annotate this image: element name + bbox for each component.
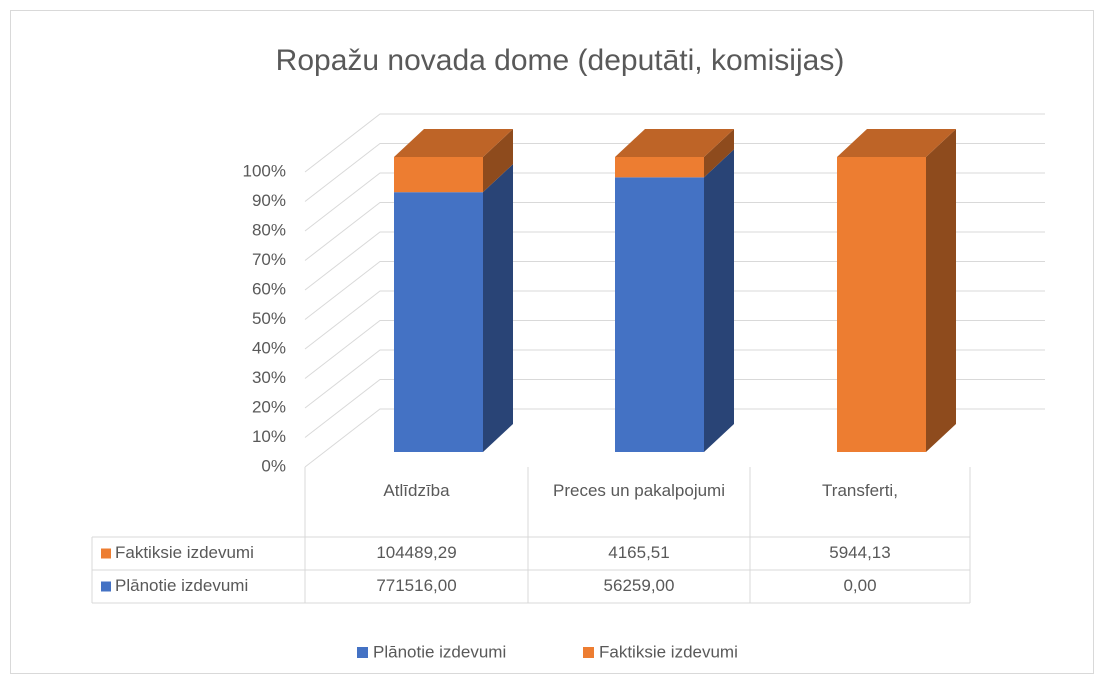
table-cell: 104489,29	[376, 543, 456, 562]
legend-key	[583, 647, 594, 658]
y-tick-label: 10%	[252, 427, 286, 446]
grid-line	[304, 113, 1045, 173]
bar-segment	[394, 157, 483, 193]
y-tick-label: 60%	[252, 279, 286, 298]
y-tick-label: 20%	[252, 397, 286, 416]
bar-segment	[615, 157, 704, 178]
y-tick-label: 0%	[261, 456, 286, 475]
grid-line	[304, 320, 1045, 379]
y-tick-label: 90%	[252, 191, 286, 210]
grid-line	[304, 379, 1045, 438]
x-tick-label-box: Preces un pakalpojumi	[553, 481, 725, 500]
x-tick-label: Preces un pakalpojumi	[553, 481, 725, 500]
table-cell: 771516,00	[376, 576, 456, 595]
bar-side	[926, 129, 956, 452]
grid-line	[304, 172, 1045, 232]
x-tick-label-box: Atlīdzība	[383, 481, 450, 500]
legend-key	[357, 647, 368, 658]
table-legend-key	[101, 548, 111, 559]
x-tick-label: Atlīdzība	[383, 481, 450, 500]
y-tick-label: 70%	[252, 250, 286, 269]
grid-line	[304, 349, 1045, 409]
bar-segment	[837, 157, 926, 452]
bar-segment	[615, 177, 704, 452]
legend-label: Plānotie izdevumi	[373, 642, 506, 661]
bar-top	[394, 129, 513, 157]
chart-title: Ropažu novada dome (deputāti, komisijas)	[276, 44, 845, 77]
y-tick-label: 80%	[252, 220, 286, 239]
bar-side	[704, 129, 734, 178]
bar-top	[837, 129, 956, 157]
bar-side	[704, 149, 734, 452]
grid-line	[304, 290, 1045, 350]
y-tick-label: 40%	[252, 338, 286, 357]
table-cell: 5944,13	[829, 543, 890, 562]
bar-segment	[394, 192, 483, 453]
table-legend-key	[101, 581, 111, 592]
grid-line	[304, 231, 1045, 291]
table-row-label: Plānotie izdevumi	[115, 576, 248, 595]
bar-side	[483, 164, 513, 453]
x-tick-label: Transferti,	[822, 481, 898, 500]
bar-top	[615, 129, 734, 157]
table-cell: 4165,51	[608, 543, 669, 562]
grid-line	[304, 202, 1045, 261]
grid-line	[304, 408, 1045, 468]
table-cell: 56259,00	[604, 576, 675, 595]
y-tick-label: 100%	[243, 161, 286, 180]
bar-side	[483, 129, 513, 193]
legend-label: Faktiksie izdevumi	[599, 642, 738, 661]
table-cell: 0,00	[843, 576, 876, 595]
y-tick-label: 30%	[252, 368, 286, 387]
table-row-label: Faktiksie izdevumi	[115, 543, 254, 562]
y-tick-label: 50%	[252, 309, 286, 328]
x-tick-label-box: Transferti,	[822, 481, 898, 500]
grid-line	[304, 261, 1045, 320]
grid-line	[304, 143, 1045, 202]
